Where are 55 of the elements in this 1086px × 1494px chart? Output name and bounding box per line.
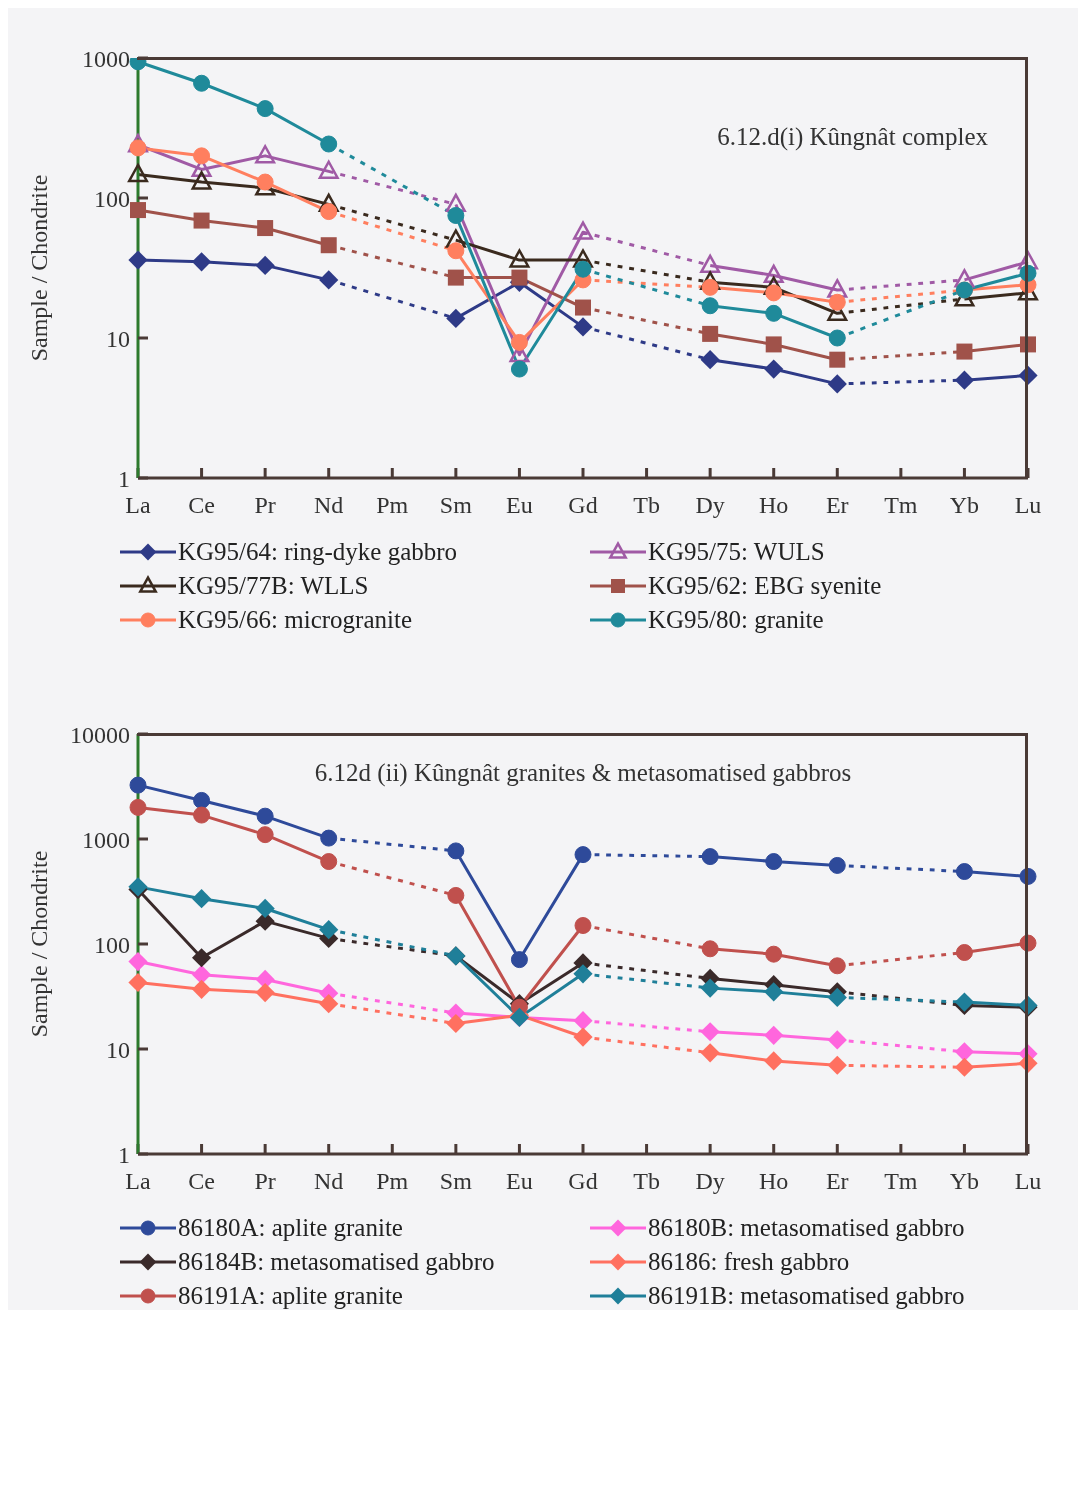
- legend-label: KG95/77B: WLLS: [178, 572, 369, 600]
- x-tick-label: Dy: [695, 1168, 725, 1195]
- y-tick-label: 1000: [82, 826, 130, 853]
- x-tick-label: Er: [825, 492, 849, 519]
- x-tick-label: La: [125, 492, 151, 519]
- y-axis-title: Sample / Chondrite: [25, 174, 52, 362]
- x-tick-label: Ce: [188, 1168, 215, 1195]
- x-tick-label: Eu: [506, 1168, 533, 1195]
- x-tick-label: Sm: [439, 492, 473, 519]
- x-tick-label: Ho: [759, 1168, 789, 1195]
- y-tick-label: 1000: [82, 45, 130, 72]
- x-tick-label: Nd: [314, 1168, 344, 1195]
- x-tick-label: Lu: [1014, 492, 1042, 519]
- text: 6.12.d(i) Kûngnât complex: [716, 123, 988, 151]
- y-tick-label: 10: [106, 1036, 130, 1063]
- legend-label: 86180A: aplite granite: [178, 1214, 403, 1242]
- y-tick-label: 100: [94, 931, 130, 958]
- x-tick-label: Sm: [439, 1168, 473, 1195]
- legend-label: KG95/75: WULS: [648, 538, 825, 566]
- x-tick-label: Pr: [254, 1168, 276, 1195]
- x-tick-label: Pr: [254, 492, 276, 519]
- legend-label: KG95/80: granite: [648, 606, 824, 634]
- x-tick-label: Nd: [314, 492, 344, 519]
- x-tick-label: Ce: [188, 492, 215, 519]
- legend-label: 86184B: metasomatised gabbro: [178, 1248, 495, 1276]
- legend-label: KG95/62: EBG syenite: [648, 572, 882, 600]
- x-tick-label: Ho: [759, 492, 789, 519]
- legend-label: 86191B: metasomatised gabbro: [648, 1282, 965, 1310]
- x-tick-label: Gd: [568, 492, 598, 519]
- legend-label: 86186: fresh gabbro: [648, 1248, 850, 1276]
- x-tick-label: La: [125, 1168, 151, 1195]
- x-tick-label: Yb: [949, 492, 980, 519]
- y-tick-label: 10: [106, 325, 130, 352]
- x-tick-label: Tb: [633, 1168, 660, 1195]
- x-tick-label: Er: [825, 1168, 849, 1195]
- legend-label: KG95/66: microgranite: [178, 606, 412, 634]
- x-tick-label: Gd: [568, 1168, 598, 1195]
- text: 6.12d (ii) Kûngnât granites & metasomatised gabbros: [313, 759, 853, 787]
- y-axis-title: Sample / Chondrite: [25, 850, 52, 1038]
- legend-label: 86180B: metasomatised gabbro: [648, 1214, 965, 1242]
- legend-label: KG95/64: ring-dyke gabbro: [178, 538, 458, 566]
- x-tick-label: Pm: [376, 1168, 409, 1195]
- y-tick-label: 10000: [70, 721, 130, 748]
- x-tick-label: Pm: [376, 492, 409, 519]
- x-tick-label: Tm: [884, 1168, 918, 1195]
- x-tick-label: Tb: [633, 492, 660, 519]
- legend-label: 86191A: aplite granite: [178, 1282, 403, 1310]
- y-tick-label: 1: [118, 1141, 130, 1168]
- x-tick-label: Yb: [949, 1168, 980, 1195]
- x-tick-label: Eu: [506, 492, 533, 519]
- x-tick-label: Lu: [1014, 1168, 1042, 1195]
- x-tick-label: Tm: [884, 492, 918, 519]
- x-tick-label: Dy: [695, 492, 725, 519]
- y-tick-label: 1: [118, 465, 130, 492]
- y-tick-label: 100: [94, 185, 130, 212]
